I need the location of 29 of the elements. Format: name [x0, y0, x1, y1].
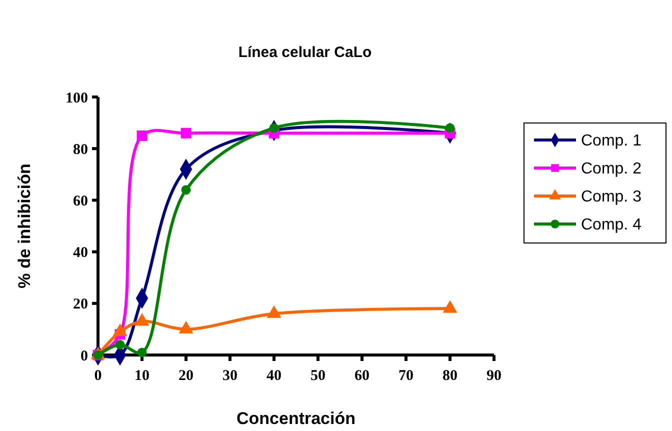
chart-title: Línea celular CaLo	[238, 44, 372, 61]
y-tick-label: 100	[66, 90, 88, 106]
x-tick-label: 60	[354, 368, 370, 384]
y-tick-label: 80	[73, 142, 88, 158]
legend-label: Comp. 3	[581, 188, 642, 206]
point	[445, 123, 455, 133]
y-tick-label: 20	[73, 296, 88, 313]
x-tick-label: 70	[398, 368, 414, 384]
x-tick-label: 80	[442, 368, 458, 384]
x-tick-label: 40	[266, 368, 282, 384]
x-tick-label: 0	[94, 368, 102, 384]
y-tick-label: 40	[73, 245, 88, 262]
point	[136, 130, 148, 141]
point	[181, 185, 191, 195]
legend-label: Comp. 4	[581, 216, 642, 234]
x-axis-title: Concentración	[236, 409, 356, 428]
legend-label: Comp. 2	[581, 160, 642, 178]
x-tick-label: 20	[178, 368, 194, 384]
point	[115, 340, 125, 350]
y-tick-label: 0	[80, 348, 88, 364]
x-tick-label: 90	[486, 368, 502, 384]
x-tick-label: 30	[222, 368, 238, 384]
point	[137, 348, 147, 358]
x-tick-label: 10	[134, 368, 150, 384]
y-tick-label: 60	[73, 193, 88, 210]
point	[180, 128, 192, 138]
y-axis-title: % de inhibición	[15, 164, 34, 288]
legend-label: Comp. 1	[581, 132, 642, 150]
x-tick-label: 50	[310, 368, 326, 384]
